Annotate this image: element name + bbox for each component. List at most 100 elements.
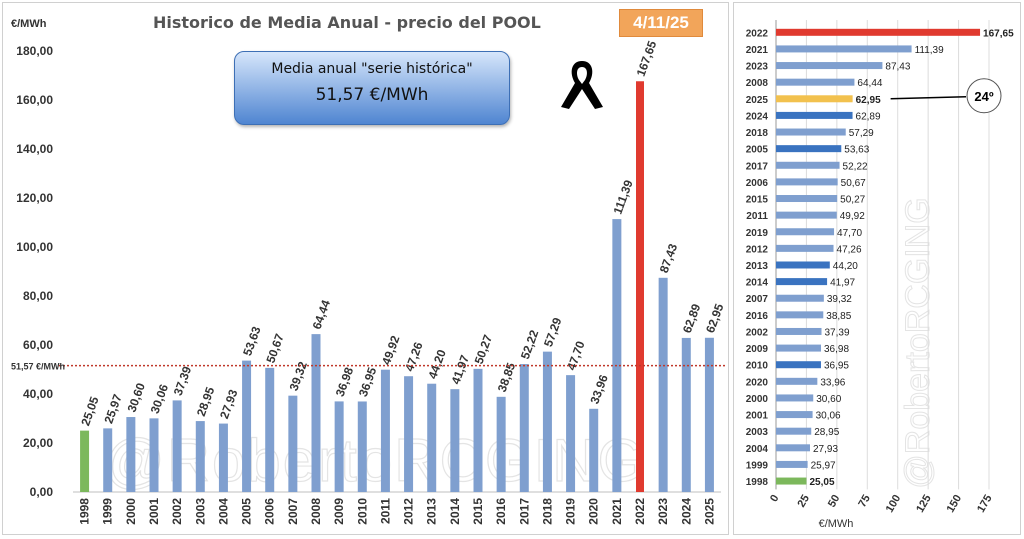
bar-2004 [218,423,228,492]
bar-value-label: 30,06 [148,382,172,415]
y-tick-label: 2010 [746,361,769,372]
average-box-value: 51,57 €/MWh [315,85,429,105]
bar-value-label: 62,95 [703,301,727,334]
bar-value-label: 30,60 [816,394,841,405]
y-tick-label: 2022 [746,28,769,39]
vertical-bar-chart: @RobertoRCGING €/MWh 0,00 20,00 40,00 60,00 80… [11,18,727,525]
y-tick-label: 2005 [746,145,769,156]
bar-value-label: 64,44 [857,78,882,89]
bar-2005 [776,145,842,153]
bar-value-label: 111,39 [915,45,945,56]
y-tick-label: 2018 [746,128,769,139]
x-tick-label: 75 [856,493,873,510]
bar-value-label: 44,20 [425,347,449,380]
bar-2016 [776,311,824,319]
bar-2010 [357,401,367,492]
x-tick-label: 2003 [193,498,207,525]
horizontal-ranking-chart: @RobertoRCGING 2022 167,65 2021 111,39 2023 87… [746,20,1014,530]
y-tick-label: 2008 [746,78,769,89]
x-tick-label: 2005 [240,498,254,525]
x-tick-label: 2006 [263,498,277,525]
y-tick-label: 2016 [746,311,769,322]
y-tick-label: 2024 [746,111,769,122]
bar-value-label: 53,63 [240,324,264,357]
bar-value-label: 28,95 [194,385,218,418]
bar-2014 [450,389,460,492]
y-tick-label: 1998 [746,477,769,488]
x-tick-label: 2023 [656,498,670,525]
y-tick-label: 2021 [746,45,769,56]
x-tick-label: 2020 [587,498,601,525]
rank-callout-circle [966,78,1002,114]
x-tick-label: 2018 [540,498,554,525]
bar-2014 [776,278,828,286]
bar-2007 [288,395,298,492]
watermark: @RobertoRCGING [899,197,937,488]
x-tick-label: 2002 [170,498,184,525]
bar-value-label: 87,43 [657,242,681,275]
y-tick-label: 2011 [746,211,768,222]
x-tick-label: 2009 [332,498,346,525]
bar-value-label: 38,85 [495,361,519,394]
x-tick-label: 2016 [494,498,508,525]
callout-line [890,96,967,100]
bar-value-label: 37,39 [171,364,195,397]
x-tick-label: 2000 [124,498,138,525]
bar-value-label: 25,05 [809,477,834,488]
y-tick-label: 2020 [746,377,769,388]
x-tick-label: 2015 [471,498,485,525]
x-tick-label: 1998 [78,498,92,525]
y-tick-label: 140,00 [16,142,53,156]
bar-2023 [658,277,668,492]
y-tick-label: 1999 [746,460,769,471]
bar-1999 [103,428,113,492]
bar-value-label: 27,93 [217,387,241,420]
bar-value-label: 44,20 [833,261,858,272]
bar-value-label: 50,67 [263,332,287,365]
y-tick-label: 2000 [746,394,769,405]
bar-2021 [612,219,622,493]
bar-value-label: 36,95 [356,365,380,398]
bar-2002 [776,327,822,335]
bar-value-label: 53,63 [844,145,869,156]
x-tick-label: 2014 [448,498,462,525]
bar-2020 [589,408,599,492]
y-tick-label: 2014 [746,278,769,289]
x-tick-label: 2024 [679,498,693,525]
x-tick-label: 2007 [286,498,300,525]
y-tick-label: 2013 [746,261,769,272]
x-axis-label: €/MWh [819,518,854,530]
x-tick-label: 2025 [702,498,716,525]
y-tick-label: 2025 [746,95,769,106]
bar-2019 [566,375,576,492]
bar-value-label: 52,22 [843,161,868,172]
bar-value-label: 64,44 [310,298,334,331]
y-tick-label: 120,00 [16,191,53,205]
bar-value-label: 30,06 [816,411,841,422]
x-tick-label: 2008 [309,498,323,525]
bar-1999 [776,460,808,468]
x-tick-label: 125 [914,493,934,515]
bar-value-label: 87,43 [885,62,910,73]
y-tick-label: 2009 [746,344,769,355]
average-box-caption: Media anual "serie histórica" [271,61,473,77]
bar-value-label: 41,97 [830,278,855,289]
bar-value-label: 49,92 [840,211,865,222]
x-tick-label: 25 [796,493,813,510]
bar-value-label: 50,67 [841,178,866,189]
y-tick-label: 2002 [746,327,769,338]
bar-2020 [776,377,818,385]
date-badge: 4/11/25 [619,9,703,37]
bar-2003 [195,421,205,492]
y-tick-label: 2004 [746,444,769,455]
y-tick-label: 100,00 [16,240,53,254]
bar-value-label: 25,97 [101,392,125,425]
bar-value-label: 36,98 [824,344,849,355]
y-tick-label: 2001 [746,411,769,422]
bar-value-label: 52,22 [518,328,542,361]
bar-2009 [776,344,822,352]
bar-2008 [311,334,321,492]
bar-2011 [380,369,390,492]
bar-2013 [427,383,437,492]
y-tick-label: 60,00 [23,338,53,352]
